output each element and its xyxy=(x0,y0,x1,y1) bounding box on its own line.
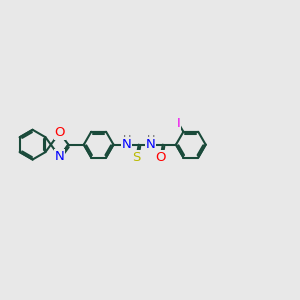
Text: O: O xyxy=(54,126,65,139)
Text: O: O xyxy=(155,151,166,164)
Text: S: S xyxy=(132,151,141,164)
Text: H: H xyxy=(122,136,131,146)
Text: N: N xyxy=(146,138,156,151)
Text: N: N xyxy=(122,138,131,151)
Text: H: H xyxy=(147,136,155,146)
Text: I: I xyxy=(177,117,181,130)
Text: N: N xyxy=(55,150,64,163)
